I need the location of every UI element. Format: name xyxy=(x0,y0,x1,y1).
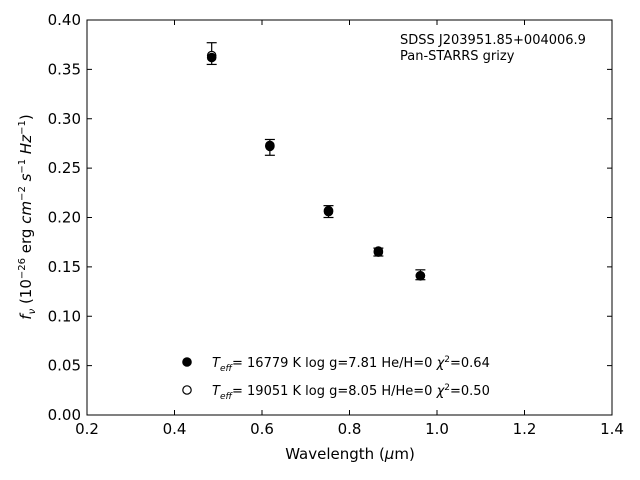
point-series0-3 xyxy=(373,246,384,256)
y-tick-label-0: 0.00 xyxy=(48,406,81,424)
x-axis-label: Wavelength (μm) xyxy=(285,445,415,463)
y-tick-label-1: 0.05 xyxy=(48,357,81,375)
y-axis-label: fν (10−26 erg cm−2 s−1 Hz−1) xyxy=(17,114,38,319)
x-tick-label-5: 1.2 xyxy=(513,420,537,438)
legend-label-1: Teff= 19051 K log g=8.05 H/He=0 χ2=0.50 xyxy=(212,383,490,402)
x-tick-label-0: 0.2 xyxy=(75,420,99,438)
y-tick-label-6: 0.30 xyxy=(48,110,81,128)
point-series0-0 xyxy=(206,52,217,63)
axis-ticks: 0.2 0.4 0.6 0.8 1.0 1.2 1.4 0.00 0.05 0.10 0.15 0.2… xyxy=(48,11,624,438)
x-tick-label-6: 1.4 xyxy=(600,420,624,438)
annotation-line-1: SDSS J203951.85+004006.9 xyxy=(400,33,586,48)
point-series0-4 xyxy=(415,270,426,281)
y-tick-label-2: 0.10 xyxy=(48,307,81,325)
data-points xyxy=(206,50,426,281)
y-tick-label-3: 0.15 xyxy=(48,258,81,276)
point-series0-2 xyxy=(323,205,334,216)
x-tick-label-3: 0.8 xyxy=(338,420,362,438)
legend-marker-0 xyxy=(182,357,192,367)
y-tick-label-7: 0.35 xyxy=(48,60,81,78)
y-tick-label-8: 0.40 xyxy=(48,11,81,29)
x-tick-label-2: 0.6 xyxy=(250,420,274,438)
y-tick-label-4: 0.20 xyxy=(48,209,81,227)
y-tick-label-5: 0.25 xyxy=(48,159,81,177)
point-series0-1 xyxy=(265,140,275,151)
error-bars xyxy=(206,42,426,281)
annotation-line-2: Pan-STARRS grizy xyxy=(400,49,515,64)
x-tick-label-4: 1.0 xyxy=(425,420,449,438)
legend: Teff= 16779 K log g=7.81 He/H=0 χ2=0.64 T… xyxy=(182,355,490,402)
legend-marker-1 xyxy=(182,385,192,395)
legend-label-0: Teff= 16779 K log g=7.81 He/H=0 χ2=0.64 xyxy=(212,355,490,374)
x-tick-label-1: 0.4 xyxy=(163,420,187,438)
